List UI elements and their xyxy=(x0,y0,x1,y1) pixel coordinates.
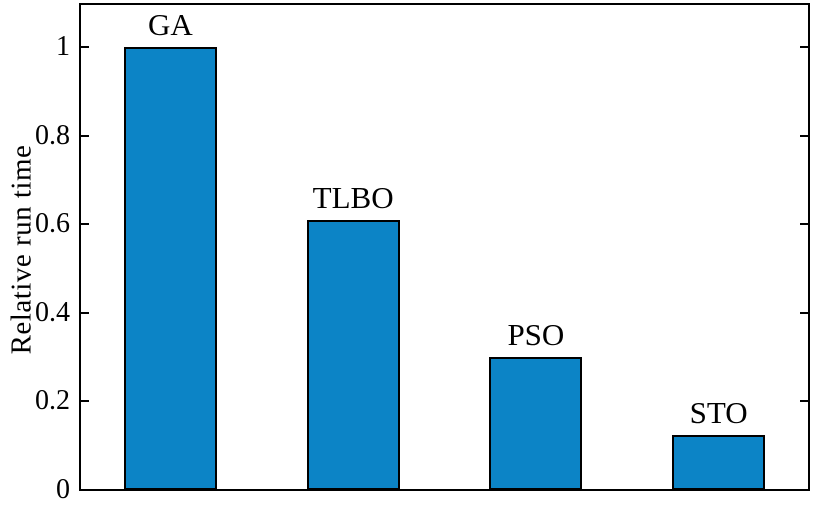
ytick-label: 0.8 xyxy=(35,119,70,151)
ytick-mark-right xyxy=(800,489,808,491)
bar-label-sto: STO xyxy=(689,394,748,430)
bar-label-pso: PSO xyxy=(507,317,565,353)
bar-tlbo xyxy=(306,219,400,490)
bar-label-tlbo: TLBO xyxy=(312,179,394,215)
ytick-label: 0.4 xyxy=(35,296,70,328)
ytick-mark-left xyxy=(81,311,89,314)
ytick-label: 1 xyxy=(56,31,70,63)
ytick-mark-right xyxy=(800,223,808,226)
ytick-mark-right xyxy=(800,311,808,314)
ytick-mark-left xyxy=(81,46,89,49)
ytick-label: 0.2 xyxy=(35,385,70,417)
ytick-mark-right xyxy=(800,400,808,403)
bar-label-ga: GA xyxy=(147,7,193,43)
ytick-label: 0 xyxy=(56,474,70,505)
ytick-mark-left xyxy=(81,134,89,137)
ytick-mark-left xyxy=(81,223,89,226)
bar-pso xyxy=(489,357,583,490)
bar-ga xyxy=(123,47,217,490)
ytick-label: 0.6 xyxy=(35,208,70,240)
ytick-mark-right xyxy=(800,134,808,137)
ytick-mark-right xyxy=(800,46,808,49)
ytick-mark-left xyxy=(81,489,89,491)
ytick-mark-left xyxy=(81,400,89,403)
bar-sto xyxy=(672,434,766,490)
